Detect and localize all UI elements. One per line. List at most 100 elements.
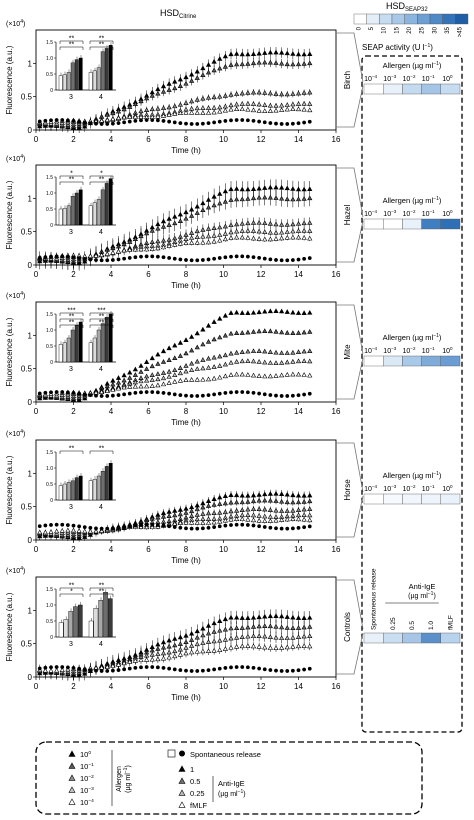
data-point (105, 668, 110, 673)
x-tick-label: 14 (294, 545, 303, 554)
data-point (234, 254, 239, 259)
data-point (144, 366, 150, 371)
concentration-label: 10−4 (364, 484, 377, 493)
data-point (205, 648, 212, 653)
panel-connector (336, 579, 364, 675)
data-point (189, 122, 194, 126)
data-point (262, 644, 268, 650)
data-point (183, 240, 189, 246)
data-point (223, 118, 228, 123)
data-point (194, 648, 200, 654)
data-point (240, 665, 245, 669)
data-point (200, 207, 206, 212)
data-point (127, 375, 133, 380)
data-point (71, 523, 76, 528)
data-point (139, 254, 143, 259)
data-point (149, 524, 155, 530)
data-point (267, 220, 273, 226)
data-point (223, 523, 228, 528)
data-point (256, 517, 262, 523)
scale-tick-label: >45 (458, 26, 464, 37)
data-point (167, 255, 172, 260)
data-point (295, 516, 302, 522)
data-point (177, 520, 183, 525)
significance-bracket (59, 175, 84, 179)
inset-bar (92, 70, 97, 91)
concentration-label-base: 10 (383, 211, 391, 218)
data-point (200, 376, 206, 382)
data-point (245, 358, 251, 363)
data-point (200, 668, 205, 673)
data-point (262, 194, 268, 200)
anti-ige-unit-exp: −1 (428, 591, 434, 597)
data-point (160, 370, 167, 375)
data-point (172, 78, 178, 84)
data-point (104, 117, 110, 123)
data-point (284, 516, 290, 522)
data-point (301, 310, 307, 315)
concentration-label-exp: −1 (430, 346, 436, 351)
data-point (211, 354, 217, 360)
legend-allergen-unit-base: (µg ml (125, 773, 132, 793)
data-point (222, 93, 228, 98)
data-point (54, 522, 59, 527)
data-point (250, 633, 257, 639)
concentration-label-exp: −2 (410, 74, 416, 79)
data-point (290, 51, 296, 56)
data-point (205, 94, 212, 100)
inset-bar (63, 619, 69, 638)
data-point (239, 61, 245, 67)
data-point (167, 666, 172, 671)
data-point (234, 665, 239, 670)
data-point (273, 634, 279, 640)
data-point (200, 239, 206, 245)
data-point (166, 345, 172, 351)
data-point (290, 196, 296, 202)
inset-y-tick-label: 0.5 (46, 482, 53, 488)
data-point (295, 371, 302, 377)
data-point (194, 512, 200, 517)
data-point (177, 370, 183, 376)
inset-bar (92, 202, 97, 226)
data-point (290, 121, 295, 126)
data-point (245, 665, 250, 670)
controls-column-label: 0.5 (409, 621, 416, 630)
data-point (284, 625, 290, 630)
y-axis-label: Fluorescence (a.u.) (5, 455, 14, 524)
scale-cell (366, 13, 380, 25)
data-point (239, 196, 245, 202)
data-point (211, 647, 217, 653)
y-multiplier-exp: 4 (20, 154, 23, 160)
data-point (274, 393, 278, 398)
data-point (110, 393, 115, 398)
data-point (65, 254, 70, 259)
data-point (245, 100, 251, 106)
data-point (200, 357, 206, 362)
legend-marker (167, 749, 176, 758)
data-point (279, 645, 285, 650)
data-point (256, 309, 262, 315)
data-point (284, 196, 290, 202)
data-point (110, 377, 116, 383)
data-point (144, 107, 150, 112)
significance-bracket (89, 312, 114, 316)
data-point (205, 110, 212, 115)
legend-marker (178, 777, 186, 784)
data-point (205, 510, 212, 516)
x-tick-label: 16 (332, 407, 341, 416)
data-point (245, 523, 250, 527)
data-point (245, 506, 251, 512)
data-point (285, 122, 290, 126)
inset-chart: 00.51.01.53 4****** (46, 171, 116, 236)
allergen-axis-base: Allergen (µg ml (383, 61, 434, 70)
data-point (234, 51, 240, 56)
data-point (268, 668, 273, 672)
data-point (256, 101, 262, 107)
data-point (177, 110, 183, 115)
inset-y-tick-label: 0 (50, 88, 53, 94)
data-point (116, 668, 121, 673)
inset-bar (108, 313, 113, 363)
data-point (290, 668, 295, 673)
scale-cell (455, 13, 469, 25)
